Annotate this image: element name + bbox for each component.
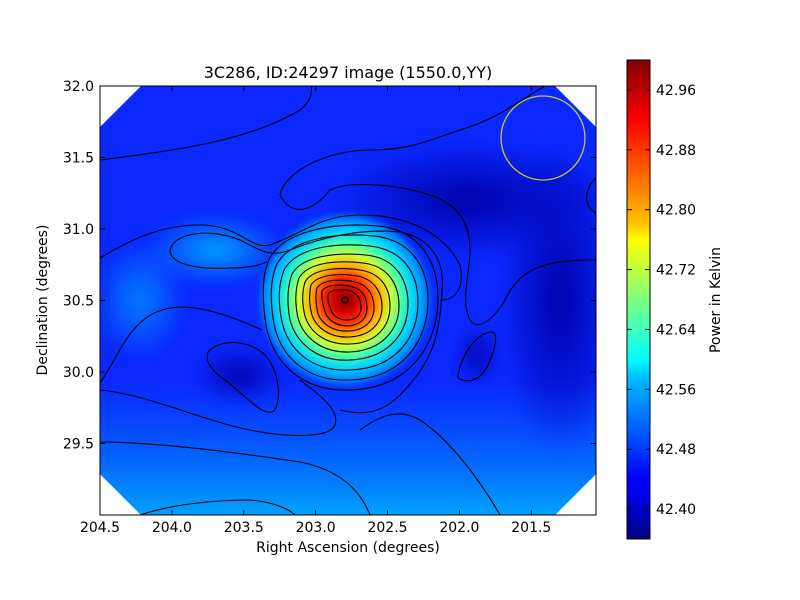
contour-line <box>279 86 546 196</box>
contour-line <box>100 379 337 436</box>
contour-lines <box>100 86 596 515</box>
colorbar-tick-label: 42.64 <box>656 322 696 338</box>
contour-ring <box>341 296 349 304</box>
contour-line <box>100 86 313 161</box>
contour-ring <box>327 289 362 321</box>
contour-ring <box>295 261 400 353</box>
x-tick-label: 202.5 <box>367 520 407 536</box>
contour-ring <box>302 268 391 345</box>
y-axis-label: Declination (degrees) <box>35 225 51 376</box>
colorbar-label: Power in Kelvin <box>708 247 724 353</box>
contour-line <box>139 499 296 515</box>
y-tick-label: 32.0 <box>63 79 94 95</box>
y-tick-label: 31.5 <box>63 151 94 167</box>
y-tick-label: 30.0 <box>63 365 94 381</box>
contour-line <box>100 306 263 384</box>
x-tick-label: 203.0 <box>296 520 336 536</box>
contour-ring <box>278 244 419 371</box>
x-tick-label: 202.0 <box>439 520 479 536</box>
colorbar-ticks: 42.40 42.48 42.56 42.64 42.72 42.80 42.88 42.96 <box>627 83 696 518</box>
x-tick-label: 204.0 <box>152 520 192 536</box>
chart-title: 3C286, ID:24297 image (1550.0,YY) <box>204 63 493 82</box>
contour-ring <box>309 274 383 338</box>
contour-line <box>586 177 596 214</box>
contour-ring <box>262 224 439 391</box>
colorbar-tick-label: 42.56 <box>656 382 696 398</box>
contour-line <box>100 441 371 515</box>
y-tick-label: 30.5 <box>63 294 94 310</box>
x-tick-label: 203.5 <box>224 520 264 536</box>
y-axis: 29.5 30.0 30.5 31.0 31.5 32.0 <box>63 79 596 453</box>
x-tick-label: 201.5 <box>511 520 551 536</box>
colorbar-tick-label: 42.96 <box>656 83 696 99</box>
contour-line <box>457 331 497 382</box>
colorbar-tick-label: 42.72 <box>656 263 696 279</box>
colorbar-tick-label: 42.80 <box>656 203 696 219</box>
x-axis: 204.5 204.0 203.5 203.0 202.5 202.0 201.5 <box>80 86 551 536</box>
colorbar-tick-label: 42.88 <box>656 143 696 159</box>
x-tick-label: 204.5 <box>80 520 120 536</box>
contour-line <box>279 184 596 326</box>
contour-ring <box>321 284 368 327</box>
heatmap-image <box>100 86 596 515</box>
contour-ring <box>287 253 409 361</box>
contour-line <box>206 342 279 413</box>
colorbar <box>626 59 651 540</box>
colorbar-tick-label: 42.40 <box>656 502 696 518</box>
contour-ring <box>315 279 375 332</box>
x-axis-label: Right Ascension (degrees) <box>256 540 440 556</box>
contour-line <box>359 413 501 515</box>
contour-line <box>169 249 267 269</box>
y-tick-label: 31.0 <box>63 222 94 238</box>
colorbar-tick-label: 42.48 <box>656 442 696 458</box>
y-tick-label: 29.5 <box>63 437 94 453</box>
contour-line <box>100 214 462 301</box>
beam-circle <box>500 95 586 181</box>
contour-line <box>169 230 443 414</box>
contour-ring <box>270 234 429 381</box>
